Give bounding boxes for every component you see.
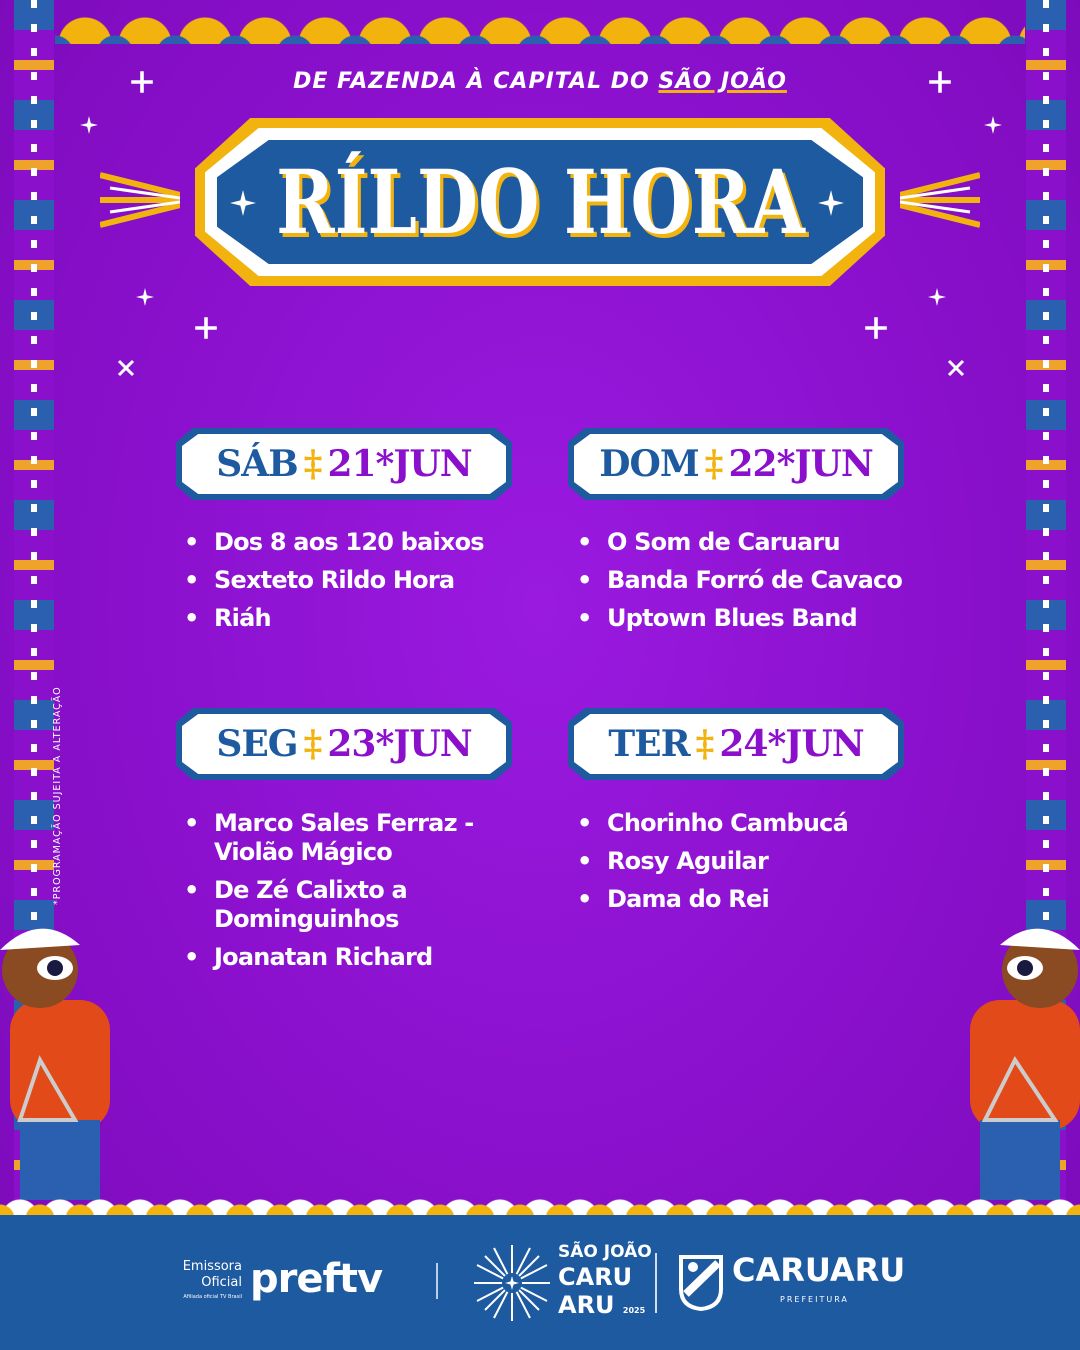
caruaru-coat-of-arms-icon [679,1255,723,1311]
sparkle-icon [818,190,844,216]
sao-joao-caruaru-logo: SÃO JOÃO CARU ARU 2025 [558,1242,652,1319]
rays-left-ornament [100,172,180,228]
list-item: Dos 8 aos 120 baixos [182,528,522,557]
divider [436,1263,438,1299]
fireworks-logo-icon [474,1245,550,1321]
musician-illustration-right [970,928,1080,1200]
sparkle-icon [865,317,887,339]
acts-list-ter: Chorinho Cambucá Rosy Aguilar Dama do Re… [575,809,915,923]
subtitle: DE FAZENDA À CAPITAL DO SÃO JOÃO [293,69,787,94]
title-banner: RÍLDO HORA [195,118,885,286]
caruaru-logo: CARUARU [732,1251,906,1289]
date-badge-ter: TER ‡ 24*JUN [568,708,904,780]
prefeitura-label: PREFEITURA [780,1295,849,1304]
disclaimer-note: *PROGRAMAÇÃO SUJEITA A ALTERAÇÃO [52,686,63,905]
date-badge-dom: DOM ‡ 22*JUN [568,428,904,500]
top-scallop-ornament [55,0,1025,44]
sparkle-icon [984,116,1002,134]
date-badge-seg: SEG ‡ 23*JUN [176,708,512,780]
sparkle-icon [117,359,135,377]
sparkle-icon [195,317,217,339]
list-item: Banda Forró de Cavaco [575,566,945,595]
list-item: Riáh [182,604,522,633]
artist-title: RÍLDO HORA [275,150,805,254]
acts-list-sab: Dos 8 aos 120 baixos Sexteto Rildo Hora … [182,528,522,642]
emissora-label: Emissora Oficial Afiliada oficial TV Bra… [182,1259,242,1300]
list-item: Uptown Blues Band [575,604,945,633]
musician-illustration-left [0,928,110,1200]
divider [655,1253,657,1313]
sparkle-icon [230,190,256,216]
list-item: Chorinho Cambucá [575,809,915,838]
list-item: De Zé Calixto a Dominguinhos [182,876,522,934]
sparkle-icon [80,116,98,134]
sparkle-icon [131,71,153,93]
sparkle-icon [928,288,946,306]
list-item: Rosy Aguilar [575,847,915,876]
preftv-logo: preftv [250,1256,383,1302]
list-item: Sexteto Rildo Hora [182,566,522,595]
sparkle-icon [947,359,965,377]
rays-right-ornament [900,172,980,228]
list-item: O Som de Caruaru [575,528,945,557]
acts-list-seg: Marco Sales Ferraz - Violão Mágico De Zé… [182,809,522,981]
list-item: Marco Sales Ferraz - Violão Mágico [182,809,522,867]
acts-list-dom: O Som de Caruaru Banda Forró de Cavaco U… [575,528,945,642]
footer: Emissora Oficial Afiliada oficial TV Bra… [0,1215,1080,1350]
sparkle-icon [136,288,154,306]
list-item: Dama do Rei [575,885,915,914]
list-item: Joanatan Richard [182,943,522,972]
date-badge-sab: SÁB ‡ 21*JUN [176,428,512,500]
sparkle-icon [929,71,951,93]
